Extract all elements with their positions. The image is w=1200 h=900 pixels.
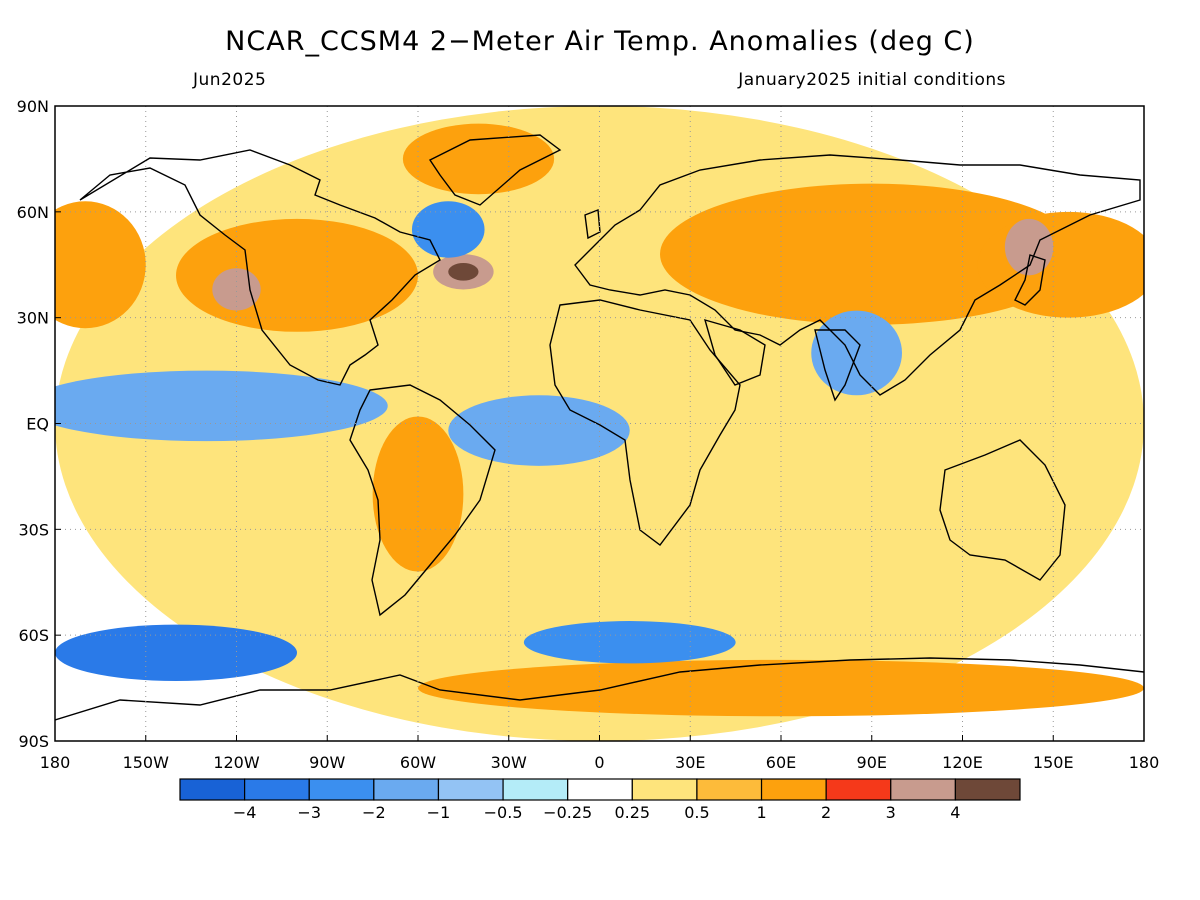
anomaly-fields [55, 106, 1144, 741]
lon-tick-label: 150E [1033, 753, 1074, 772]
colorbar-swatch [308, 778, 375, 801]
anomaly-region [523, 621, 736, 664]
anomaly-region [660, 183, 1084, 325]
colorbar-label: −0.25 [543, 803, 592, 822]
lon-tick-label: 30E [675, 753, 705, 772]
lon-tick-label: 180 [1129, 753, 1160, 772]
colorbar-swatch [760, 778, 827, 801]
coast-eurasia [574, 154, 1141, 396]
coast-greenland [428, 134, 562, 206]
lon-tick-label: 30W [491, 753, 527, 772]
coast-india [814, 329, 861, 402]
initial-conditions-label: January2025 initial conditions [738, 70, 1006, 90]
colorbar-swatches [179, 778, 1021, 801]
latitude-labels: 90N 60N 30N EQ 30S 60S 90S [17, 97, 49, 751]
longitude-labels: 180 150W 120W 90W 60W 30W 0 30E 60E 90E 120E 150E 18… [40, 753, 1160, 772]
colorbar-swatch [567, 778, 633, 801]
lat-tick-label: 60N [17, 203, 49, 222]
coast-south-america [349, 384, 496, 617]
anomaly-region [448, 262, 479, 281]
anomaly-region [372, 416, 464, 572]
colorbar-label: −2 [362, 803, 386, 822]
colorbar-label: 2 [821, 803, 831, 822]
colorbar-label: 3 [886, 803, 896, 822]
lon-tick-label: 90E [857, 753, 887, 772]
anomaly-region [411, 201, 485, 258]
graticule [55, 106, 1144, 741]
coast-australia [939, 439, 1066, 581]
lon-tick-label: 60E [766, 753, 796, 772]
colorbar-swatch [890, 778, 956, 801]
colorbar-swatch [437, 778, 504, 801]
lon-tick-label: 90W [309, 753, 345, 772]
anomaly-region [418, 659, 1144, 717]
colorbar-swatch [244, 778, 310, 801]
coast-africa [549, 299, 741, 546]
lat-tick-label: 30N [17, 309, 49, 328]
anomaly-region [55, 370, 388, 442]
colorbar-swatch [502, 778, 569, 801]
axis-ticks [54, 105, 1145, 742]
lat-tick-label: 30S [18, 520, 49, 539]
forecast-month-label: Jun2025 [193, 70, 267, 90]
lat-tick-label: 90S [18, 732, 49, 751]
lat-tick-label: 60S [18, 626, 49, 645]
lon-tick-label: 180 [40, 753, 71, 772]
colorbar-label: −3 [297, 803, 321, 822]
lon-tick-label: 120E [942, 753, 983, 772]
coast-north-america [79, 149, 441, 386]
lon-tick-label: 60W [400, 753, 436, 772]
anomaly-region [55, 201, 146, 329]
coastlines [55, 134, 1144, 721]
colorbar-swatch [179, 778, 246, 801]
lat-tick-label: 90N [17, 97, 49, 116]
map-title: NCAR_CCSM4 2−Meter Air Temp. Anomalies (… [225, 26, 975, 57]
colorbar-label: −4 [233, 803, 257, 822]
lat-tick-label: EQ [26, 415, 49, 434]
coast-arabia [703, 318, 766, 386]
anomaly-region [1004, 218, 1054, 276]
coast-antarctica [55, 657, 1144, 721]
colorbar-swatch [631, 778, 698, 801]
colorbar-label: 0.25 [614, 803, 650, 822]
lon-tick-label: 0 [594, 753, 604, 772]
colorbar-label: 1 [756, 803, 766, 822]
colorbar-swatch [373, 778, 440, 801]
lon-tick-label: 120W [213, 753, 260, 772]
colorbar-swatch [825, 778, 892, 801]
colorbar-swatch [696, 778, 763, 801]
lon-tick-label: 150W [123, 753, 170, 772]
coast-japan [1014, 254, 1046, 306]
colorbar-label: 0.5 [684, 803, 709, 822]
colorbar-label: 4 [950, 803, 960, 822]
colorbar-label: −1 [427, 803, 451, 822]
colorbar-labels: −4 −3 −2 −1 −0.5 −0.25 0.25 0.5 1 2 3 4 [233, 803, 961, 822]
colorbar-swatch [954, 778, 1021, 801]
colorbar-label: −0.5 [484, 803, 523, 822]
